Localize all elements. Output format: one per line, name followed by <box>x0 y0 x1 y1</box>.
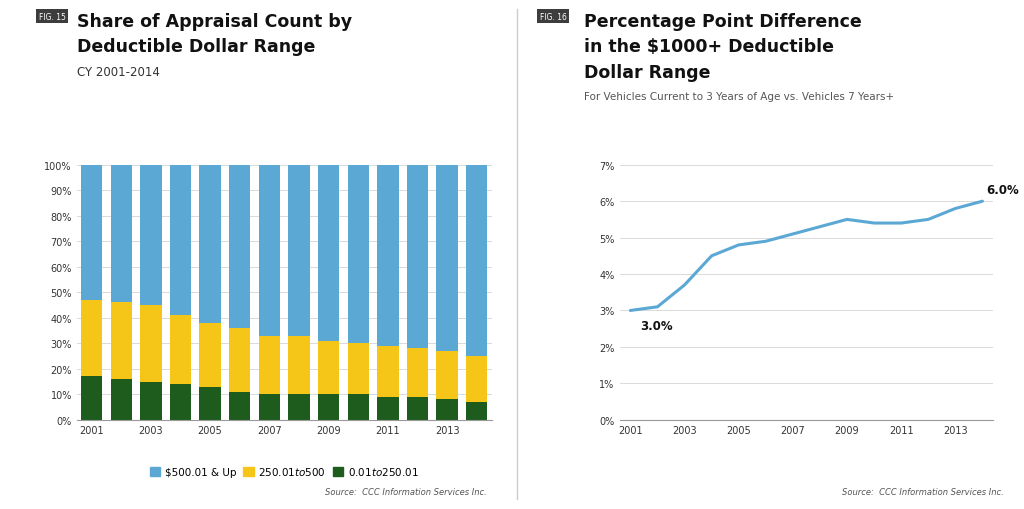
Bar <box>111 165 132 303</box>
Bar <box>111 379 132 420</box>
Text: Source:  CCC Information Services Inc.: Source: CCC Information Services Inc. <box>842 487 1004 496</box>
Bar <box>377 397 398 420</box>
Bar <box>347 344 369 394</box>
Bar <box>259 394 280 420</box>
Bar <box>140 382 162 420</box>
Bar <box>347 165 369 344</box>
Bar <box>466 402 487 420</box>
Bar <box>229 328 251 392</box>
Text: Dollar Range: Dollar Range <box>584 64 711 81</box>
Bar <box>81 377 102 420</box>
Bar <box>111 303 132 379</box>
Bar <box>200 387 221 420</box>
Bar <box>436 165 458 351</box>
Bar <box>466 356 487 402</box>
Bar <box>377 346 398 397</box>
Bar <box>229 165 251 328</box>
Bar <box>377 165 398 346</box>
Bar <box>466 165 487 356</box>
Bar <box>407 397 428 420</box>
Text: Source:  CCC Information Services Inc.: Source: CCC Information Services Inc. <box>325 487 486 496</box>
Bar <box>317 165 339 341</box>
Bar <box>436 351 458 400</box>
Bar <box>200 323 221 387</box>
Text: Percentage Point Difference: Percentage Point Difference <box>584 13 861 31</box>
Bar <box>317 394 339 420</box>
Bar <box>170 316 191 384</box>
Text: Deductible Dollar Range: Deductible Dollar Range <box>77 38 315 56</box>
Bar <box>170 384 191 420</box>
Bar <box>407 349 428 397</box>
Text: For Vehicles Current to 3 Years of Age vs. Vehicles 7 Years+: For Vehicles Current to 3 Years of Age v… <box>584 92 894 102</box>
Bar <box>81 165 102 300</box>
Text: in the $1000+ Deductible: in the $1000+ Deductible <box>584 38 834 56</box>
Bar <box>289 336 309 394</box>
Text: 6.0%: 6.0% <box>986 184 1019 197</box>
Bar <box>289 394 309 420</box>
Bar <box>407 165 428 349</box>
Bar <box>200 165 221 323</box>
Bar <box>436 400 458 420</box>
Bar <box>170 165 191 316</box>
Text: Share of Appraisal Count by: Share of Appraisal Count by <box>77 13 352 31</box>
Text: 3.0%: 3.0% <box>640 320 673 333</box>
Bar <box>140 165 162 305</box>
Legend: $500.01 & Up, $250.01 to $500, $0.01 to $250.01: $500.01 & Up, $250.01 to $500, $0.01 to … <box>145 461 423 481</box>
Bar <box>317 341 339 394</box>
Text: FIG. 16: FIG. 16 <box>540 13 566 22</box>
Bar <box>259 165 280 336</box>
Bar <box>289 165 309 336</box>
Bar <box>259 336 280 394</box>
Bar <box>229 392 251 420</box>
Bar <box>81 300 102 377</box>
Bar <box>140 305 162 382</box>
Text: FIG. 15: FIG. 15 <box>39 13 66 22</box>
Text: CY 2001-2014: CY 2001-2014 <box>77 66 160 79</box>
Bar <box>347 394 369 420</box>
